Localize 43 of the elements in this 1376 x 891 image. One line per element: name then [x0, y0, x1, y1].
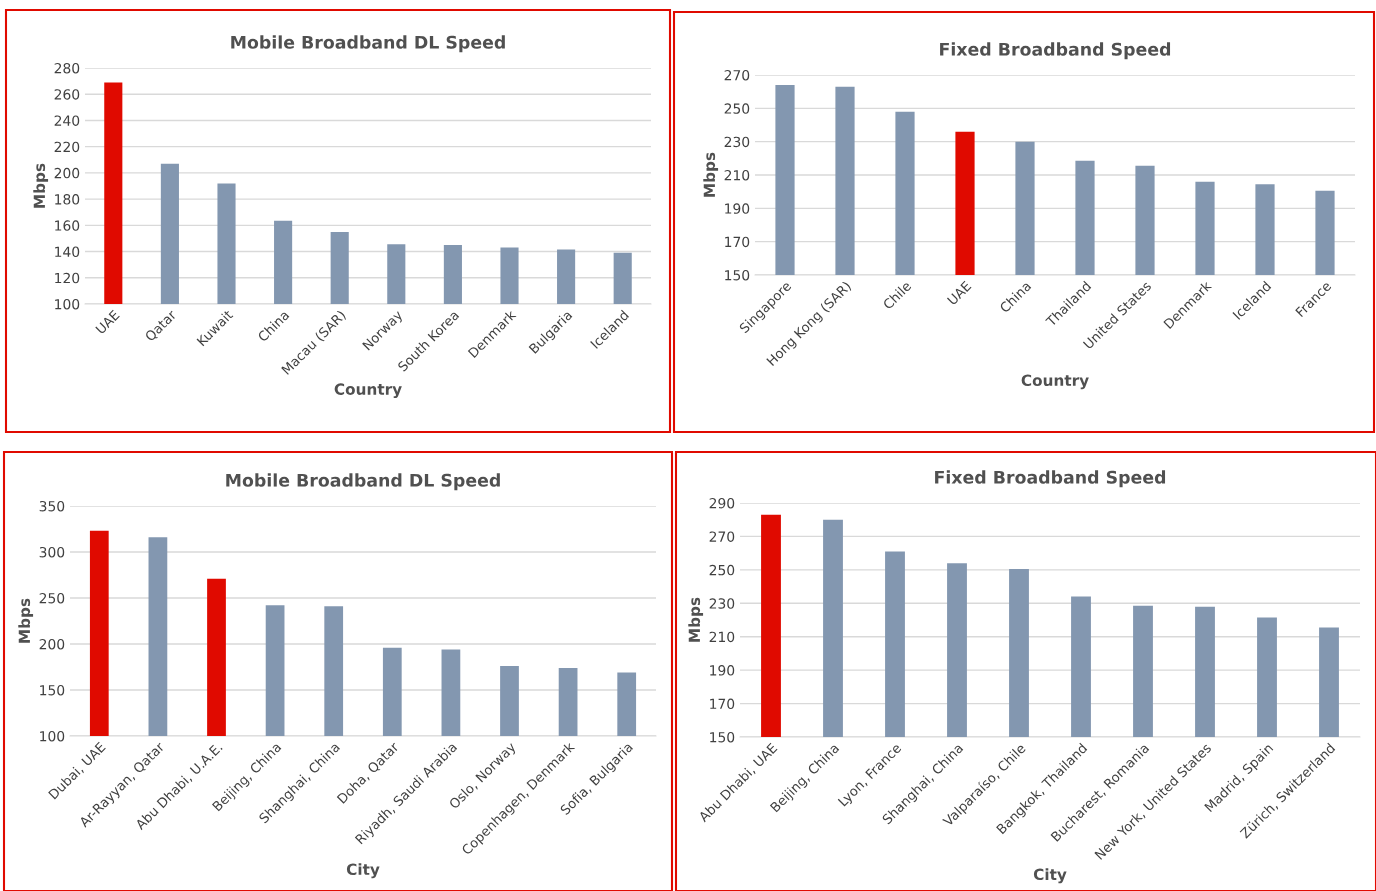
y-tick-label: 240	[54, 115, 80, 126]
y-tick-label: 180	[55, 194, 80, 205]
y-tick-label: 270	[724, 69, 750, 81]
y-tick-label: 230	[709, 598, 735, 609]
y-axis-title: Mbps	[18, 598, 34, 643]
y-tick-label: 250	[709, 564, 735, 576]
y-tick-label: 270	[709, 531, 735, 542]
x-axis-title: City	[1033, 868, 1067, 884]
y-tick-label: 100	[40, 730, 65, 742]
y-tick-label: 220	[54, 141, 80, 153]
y-tick-label: 120	[55, 272, 80, 284]
chart-title: Fixed Broadband Speed	[935, 470, 1166, 488]
y-tick-label: 300	[39, 546, 65, 558]
y-tick-label: 150	[40, 684, 65, 696]
y-tick-label: 210	[724, 169, 750, 181]
chart-title: Mobile Broadband DL Speed	[226, 473, 500, 491]
y-tick-label: 100	[55, 298, 80, 310]
y-tick-label: 190	[725, 203, 750, 214]
y-tick-label: 190	[710, 665, 735, 676]
chart-title: Mobile Broadband DL Speed	[231, 35, 505, 53]
y-axis-title: Mbps	[33, 163, 49, 208]
y-tick-label: 210	[709, 631, 735, 643]
x-axis-title: Country	[334, 383, 402, 398]
y-tick-label: 200	[39, 638, 65, 650]
y-tick-label: 260	[54, 89, 80, 100]
y-tick-label: 160	[55, 220, 80, 231]
y-tick-label: 150	[710, 731, 735, 743]
y-axis-title: Mbps	[703, 152, 719, 197]
y-tick-label: 150	[725, 269, 750, 281]
y-tick-label: 280	[54, 62, 80, 74]
y-tick-label: 170	[725, 236, 750, 248]
y-tick-label: 140	[55, 246, 80, 258]
chart-title: Fixed Broadband Speed	[940, 42, 1171, 60]
y-tick-label: 230	[724, 136, 750, 148]
y-tick-label: 250	[39, 592, 65, 604]
y-tick-label: 170	[710, 698, 735, 710]
y-axis-title: Mbps	[688, 597, 704, 642]
y-tick-label: 250	[724, 103, 750, 114]
y-tick-label: 200	[54, 167, 80, 179]
x-axis-title: City	[346, 863, 380, 879]
x-axis-title: Country	[1021, 374, 1089, 390]
y-tick-label: 290	[709, 497, 735, 509]
y-tick-label: 350	[39, 500, 65, 512]
